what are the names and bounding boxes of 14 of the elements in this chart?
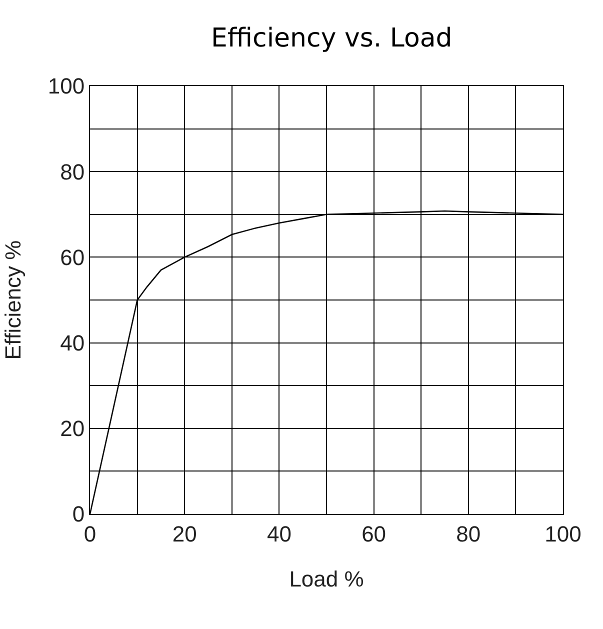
y-tick-label: 20 bbox=[60, 416, 85, 442]
y-tick-label: 100 bbox=[48, 74, 85, 99]
x-tick-label: 80 bbox=[456, 521, 481, 546]
y-tick-label: 60 bbox=[60, 244, 85, 270]
x-tick-label: 40 bbox=[266, 521, 292, 546]
chart-title: Efficiency vs. Load bbox=[210, 24, 452, 54]
y-tick-label: 40 bbox=[60, 330, 85, 356]
x-tick-label: 20 bbox=[172, 521, 197, 546]
y-tick-label: 80 bbox=[60, 159, 85, 184]
x-tick-label: 60 bbox=[362, 521, 386, 546]
y-axis-title: Efficiency % bbox=[0, 240, 26, 360]
x-tick-label: 100 bbox=[544, 521, 582, 546]
y-tick-label: 0 bbox=[72, 502, 85, 527]
x-axis-title: Load % bbox=[289, 566, 364, 592]
